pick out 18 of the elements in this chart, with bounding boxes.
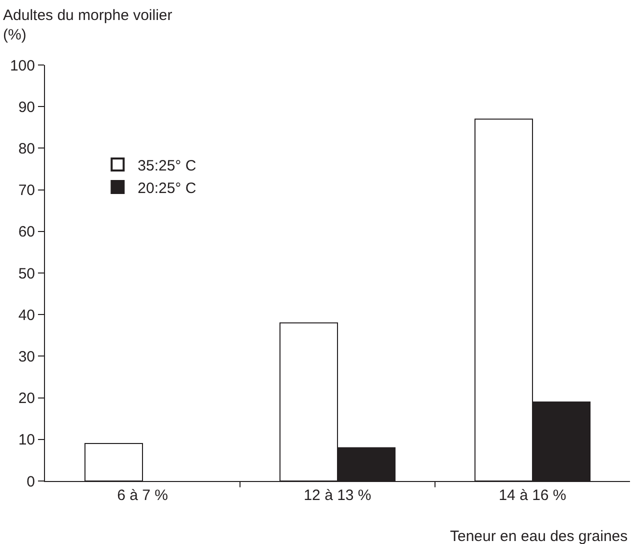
y-tick-label: 80 <box>18 140 35 158</box>
y-tick-label: 50 <box>18 265 35 282</box>
x-tick-label: 14 à 16 % <box>498 487 566 504</box>
y-tick-label: 0 <box>26 473 35 490</box>
y-tick-label: 70 <box>18 182 35 200</box>
x-tick-label: 12 à 13 % <box>304 487 372 504</box>
y-tick-label: 90 <box>18 98 35 116</box>
y-tick-label: 60 <box>18 224 35 241</box>
legend-label: 20:25° C <box>138 180 196 197</box>
y-tick-label: 20 <box>18 390 35 408</box>
y-tick-label: 10 <box>18 432 35 449</box>
x-axis-title: Teneur en eau des graines <box>450 528 628 544</box>
y-tick-label: 40 <box>18 306 35 324</box>
x-tick-label: 6 à 7 % <box>117 487 168 504</box>
y-tick-label: 100 <box>10 57 35 74</box>
y-axis-title: Adultes du morphe voilier (%) <box>3 7 172 44</box>
y-tick-label: 30 <box>18 348 35 366</box>
legend-label: 35:25° C <box>138 157 196 174</box>
